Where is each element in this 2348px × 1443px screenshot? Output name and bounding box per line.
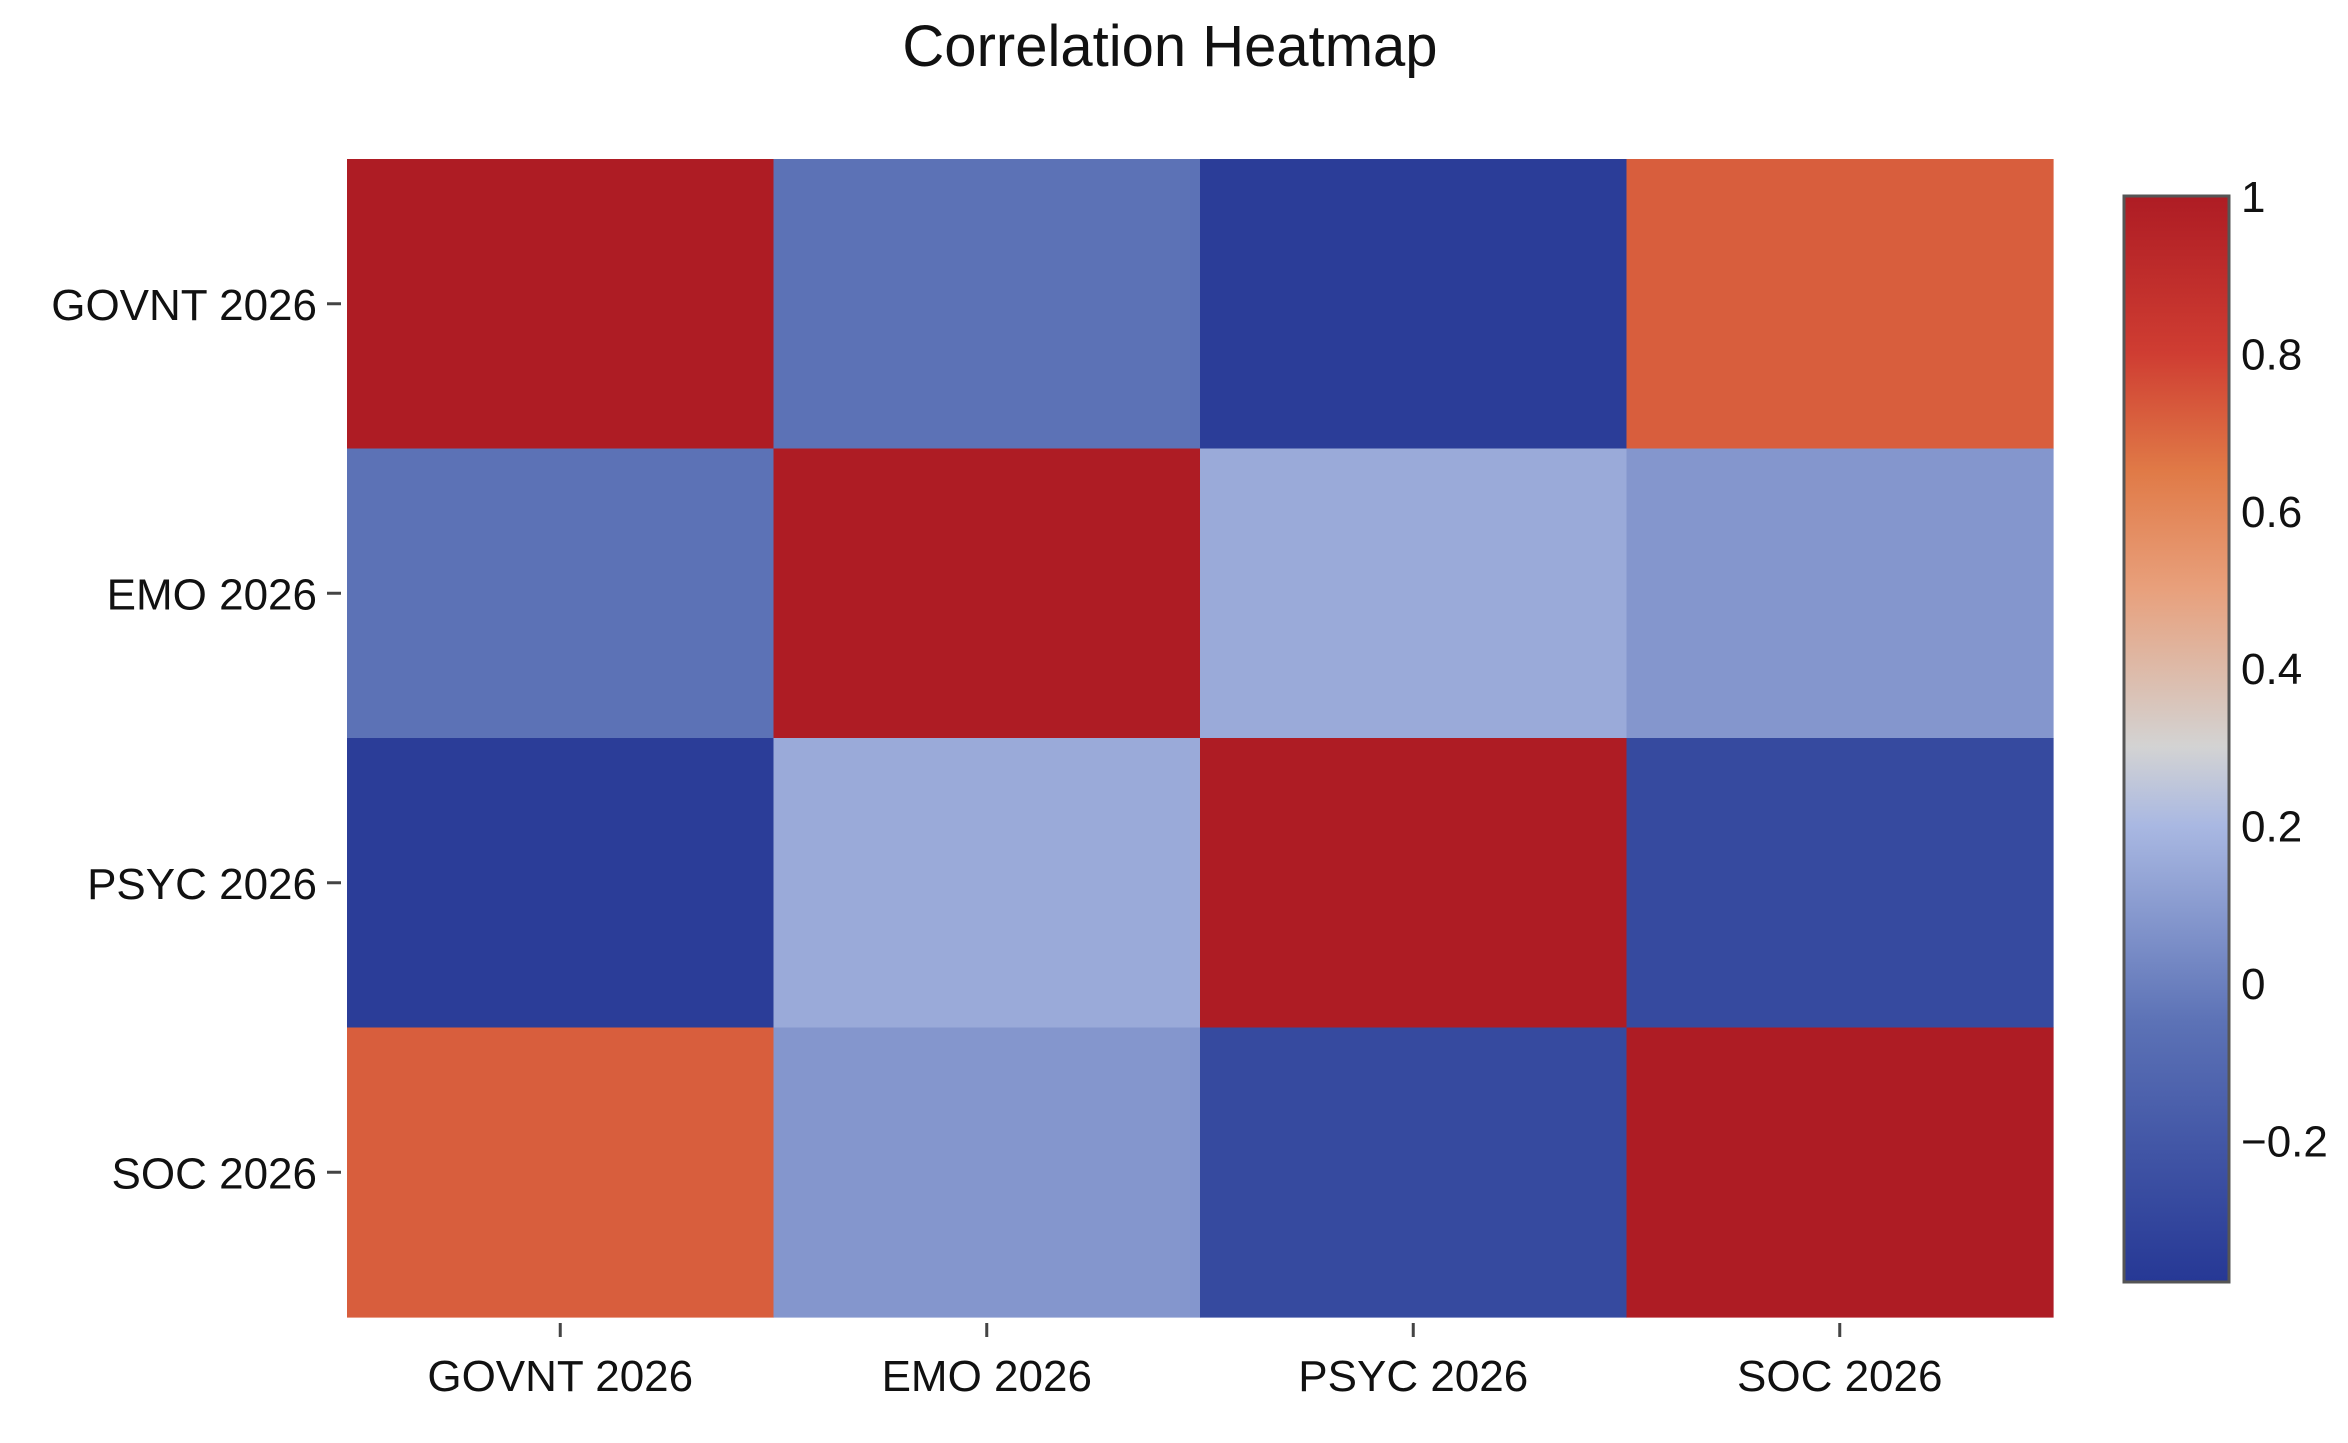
colorbar: 1 0.8 0.6 0.4 0.2 0 −0.2	[2122, 173, 2328, 1284]
x-tick-label: SOC 2026	[1737, 1352, 1942, 1401]
colorbar-gradient	[2122, 194, 2231, 1284]
y-tick-label: PSYC 2026	[87, 860, 317, 909]
heatmap-cell-r1-c1	[773, 448, 1201, 739]
heatmap-cell-r3-c3	[1626, 1027, 2054, 1318]
x-axis: GOVNT 2026 EMO 2026 PSYC 2026 SOC 2026	[427, 1323, 1942, 1401]
x-tick-label: EMO 2026	[882, 1352, 1092, 1401]
colorbar-tick-label: 0.8	[2241, 330, 2302, 379]
heatmap-cell-r3-c0	[347, 1027, 775, 1318]
colorbar-tick-label: 1	[2241, 173, 2265, 222]
heatmap-cell-r2-c3	[1626, 738, 2054, 1029]
heatmap-cell-r0-c1	[773, 159, 1201, 450]
colorbar-tick-label: 0	[2241, 960, 2265, 1009]
heatmap-cell-r0-c3	[1626, 159, 2054, 450]
x-tick-label: PSYC 2026	[1298, 1352, 1528, 1401]
y-tick-label: SOC 2026	[112, 1149, 317, 1198]
heatmap-cell-r0-c0	[347, 159, 775, 450]
colorbar-tick-label: 0.6	[2241, 488, 2302, 537]
colorbar-tick-label: −0.2	[2241, 1117, 2328, 1166]
heatmap-cell-r0-c2	[1200, 159, 1628, 450]
colorbar-tick-label: 0.4	[2241, 645, 2302, 694]
heatmap-cell-r3-c1	[773, 1027, 1201, 1318]
heatmap-cell-r2-c1	[773, 738, 1201, 1029]
heatmap-cell-r1-c3	[1626, 448, 2054, 739]
heatmap-cell-r1-c0	[347, 448, 775, 739]
chart-title: Correlation Heatmap	[902, 14, 1437, 79]
y-tick-label: EMO 2026	[107, 570, 317, 619]
y-axis: GOVNT 2026 EMO 2026 PSYC 2026 SOC 2026	[51, 281, 341, 1198]
y-tick-label: GOVNT 2026	[51, 281, 317, 330]
heatmap-cell-r2-c0	[347, 738, 775, 1029]
heatmap-cells	[347, 159, 2054, 1318]
heatmap-cell-r3-c2	[1200, 1027, 1628, 1318]
colorbar-tick-label: 0.2	[2241, 803, 2302, 852]
heatmap-cell-r1-c2	[1200, 448, 1628, 739]
heatmap-cell-r2-c2	[1200, 738, 1628, 1029]
x-tick-label: GOVNT 2026	[427, 1352, 693, 1401]
